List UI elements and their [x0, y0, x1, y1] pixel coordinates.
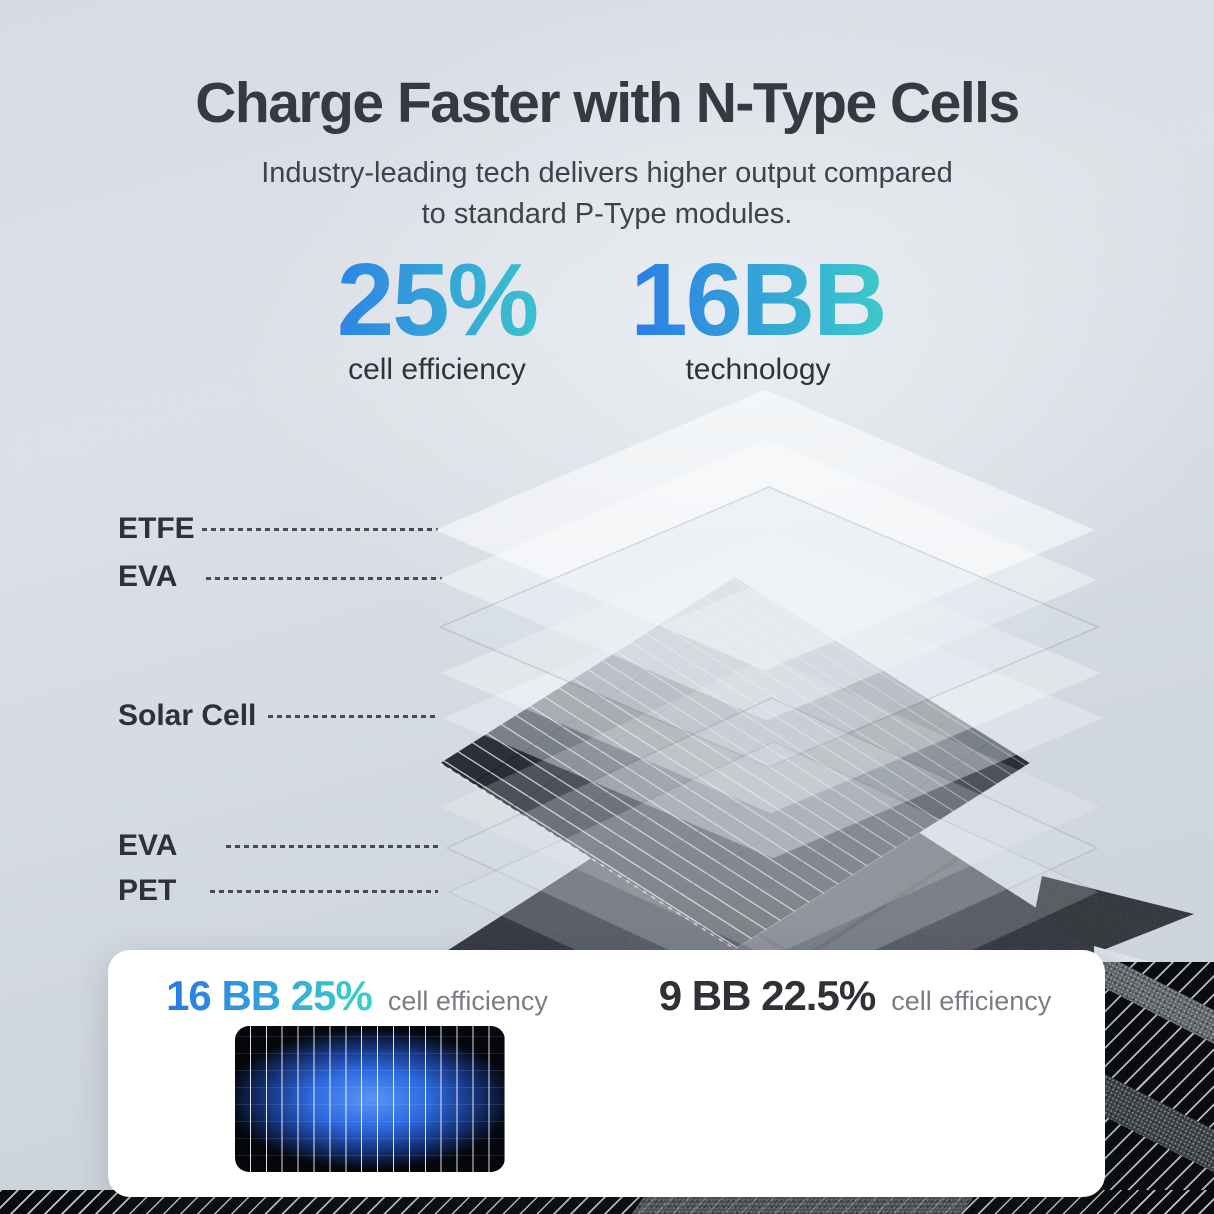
comparison-right: 9 BB 22.5% cell efficiency [606, 950, 1104, 1197]
fabric-edge-band [1098, 1066, 1214, 1188]
subtitle-line-2: to standard P-Type modules. [421, 198, 793, 230]
leader-line-pet [210, 890, 438, 893]
stat-cell-efficiency: 25% cell efficiency [272, 248, 602, 387]
leader-line-eva-bottom [226, 845, 438, 848]
fabric-edge-band [1098, 962, 1214, 1060]
right-label: cell efficiency [891, 986, 1052, 1016]
page-title: Charge Faster with N-Type Cells [195, 71, 1020, 135]
stat-value: 16BB [593, 248, 923, 351]
backsheet-white-layer [440, 657, 1100, 957]
layer-label-eva-bottom: EVA [118, 829, 178, 862]
left-label: cell efficiency [387, 986, 548, 1016]
folded-panel-photo-right [1098, 962, 1214, 1214]
glass-sheet-upper [438, 486, 1100, 768]
ntype-cell-image [235, 1026, 505, 1172]
page-subtitle: Industry-leading tech delivers higher ou… [0, 153, 1214, 235]
leader-line-solar-cell [268, 715, 436, 718]
comparison-card: 16 BB 25% cell efficiency 9 BB 22.5% cel… [108, 950, 1105, 1197]
layer-label-eva-top: EVA [118, 560, 178, 593]
stat-busbar-technology: 16BB technology [593, 248, 923, 387]
layer-label-etfe: ETFE [118, 512, 195, 545]
left-highlight: 16 BB 25% [166, 972, 373, 1019]
comparison-left-heading: 16 BB 25% cell efficiency [108, 972, 606, 1020]
comparison-left: 16 BB 25% cell efficiency [108, 950, 606, 1197]
comparison-right-heading: 9 BB 22.5% cell efficiency [606, 972, 1104, 1020]
leader-line-etfe [202, 528, 438, 531]
right-highlight: 9 BB 22.5% [658, 972, 876, 1019]
etfe-layer [434, 389, 1096, 671]
leader-line-eva-top [206, 577, 442, 580]
layer-label-solar-cell: Solar Cell [118, 699, 257, 732]
stat-label: cell efficiency [348, 353, 526, 386]
subtitle-line-1: Industry-leading tech delivers higher ou… [261, 157, 953, 189]
stat-value: 25% [272, 248, 602, 351]
stat-label: technology [685, 353, 831, 386]
layer-label-pet: PET [118, 874, 177, 907]
